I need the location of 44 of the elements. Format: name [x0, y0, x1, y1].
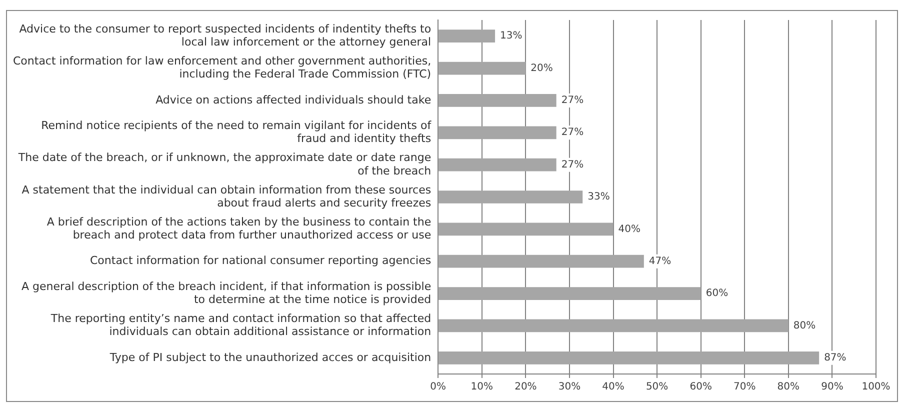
bar — [438, 222, 614, 236]
bar — [438, 30, 496, 43]
x-tick-label: 80% — [777, 382, 800, 393]
bar — [438, 287, 701, 300]
data-label: 87% — [824, 352, 846, 364]
y-tick-label: Advice on actions affected individuals should take — [156, 93, 432, 106]
y-tick-label: A statement that the individual can obtain information from these sources about fraud alerts and security freezes — [22, 183, 432, 210]
x-tick-label: 60% — [690, 382, 712, 393]
data-label: 27% — [561, 159, 584, 170]
data-label: 80% — [793, 320, 816, 332]
y-tick-label: Type of PI subject to the unauthorized acces or acquisition — [108, 350, 432, 364]
data-label: 40% — [618, 224, 640, 235]
data-label: 20% — [530, 62, 553, 74]
data-label: 47% — [648, 256, 672, 267]
bar — [438, 190, 583, 204]
x-tick-label: 40% — [602, 382, 624, 393]
bar — [438, 254, 644, 268]
data-label: 13% — [500, 30, 522, 42]
y-tick-label: A brief description of the actions taken by the business to contain the breach and protect data from further unauthorized access or use — [46, 215, 432, 242]
y-tick-label: The reporting entity’s name and contact information so that affected individuals can obtain additional assistance or information — [50, 312, 432, 338]
bar — [438, 158, 556, 172]
x-tick-label: 90% — [821, 382, 844, 393]
data-label: 60% — [706, 288, 728, 300]
y-tick-label: Contact information for national consumer reporting agencies — [90, 254, 432, 268]
data-label: 33% — [588, 192, 610, 203]
x-tick-label: 50% — [646, 382, 668, 393]
y-tick-label: A general description of the breach incident, if that information is possible to determine at the time notice is provided — [21, 280, 432, 306]
x-tick-label: 0% — [430, 382, 446, 393]
bar — [438, 126, 556, 140]
x-tick-label: 10% — [470, 382, 494, 393]
data-label: 27% — [561, 95, 584, 106]
x-tick-label: 100% — [862, 382, 890, 393]
bar — [438, 351, 820, 364]
bar — [438, 62, 526, 75]
y-tick-label: Advice to the consumer to report suspected incidents of indentity thefts to local law inforcement or the attorney general — [19, 22, 432, 49]
y-tick-label: The date of the breach, or if unknown, the approximate date or date range of the breach — [17, 151, 432, 178]
bar — [438, 319, 788, 332]
y-tick-label: Contact information for law enforcement and other government authorities, including the Federal Trade Commission (FTC) — [13, 54, 432, 81]
data-label: 27% — [561, 127, 584, 138]
y-tick-label: Remind notice recipients of the need to remain vigilant for incidents of fraud and identity thefts — [41, 118, 432, 146]
x-tick-label: 70% — [734, 382, 756, 393]
x-tick-label: 30% — [558, 382, 581, 393]
bar — [438, 94, 556, 107]
x-tick-label: 20% — [514, 382, 537, 393]
